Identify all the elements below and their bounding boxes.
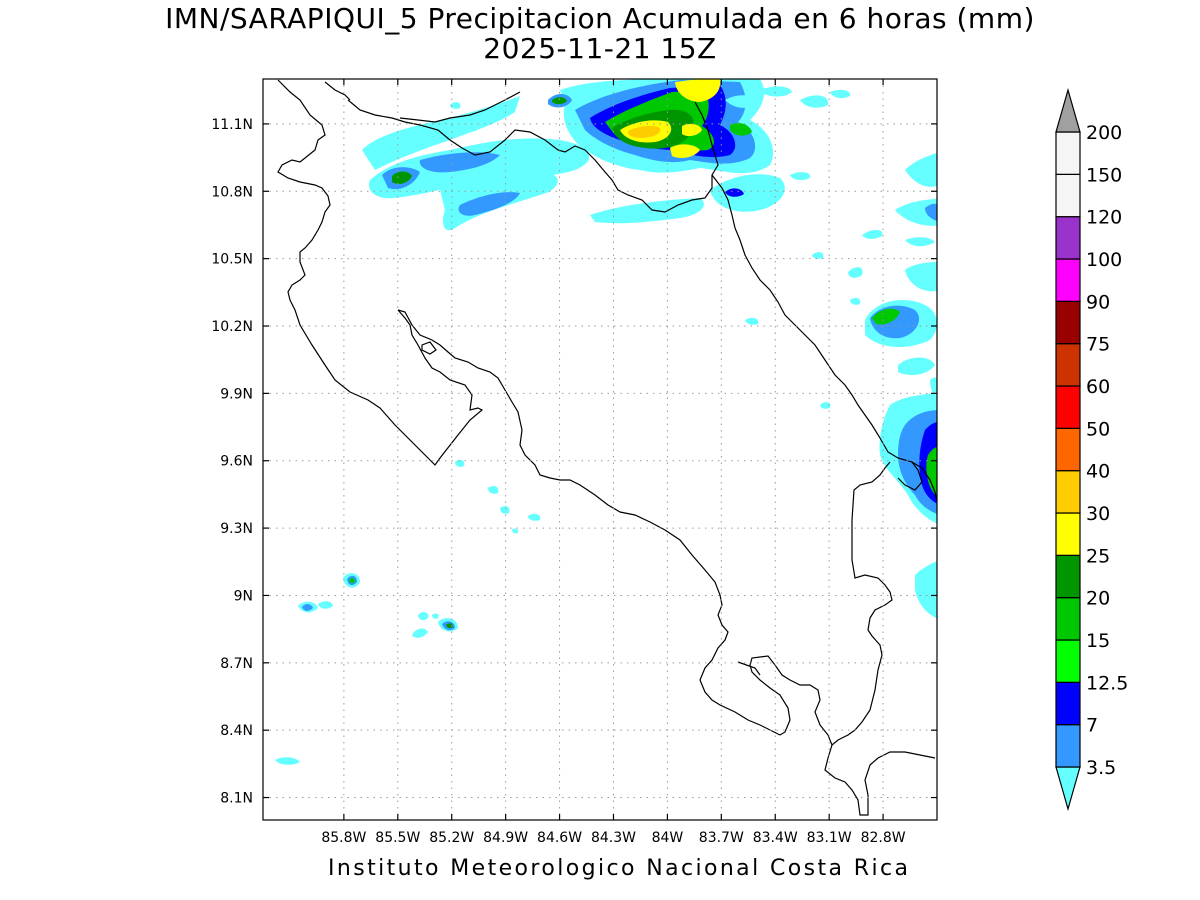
colorbar-label: 15: [1086, 630, 1110, 652]
lon-tick-label: 84.9W: [483, 830, 528, 846]
rain-cells-pacific: [275, 459, 541, 765]
colorbar-label: 60: [1086, 376, 1110, 398]
lon-tick-label: 84.3W: [591, 830, 636, 846]
lat-tick-label: 8.1N: [220, 791, 253, 807]
colorbar-swatch: [1055, 597, 1081, 641]
colorbar-label: 75: [1086, 334, 1110, 356]
lat-tick-label: 10.5N: [211, 252, 253, 268]
lat-tick-label: 9N: [234, 588, 253, 604]
colorbar-swatch: [1055, 343, 1081, 387]
colorbar-swatch: [1055, 724, 1081, 768]
lon-tick-label: 83.4W: [753, 830, 798, 846]
map-date: 2025-11-21 15Z: [483, 32, 717, 65]
colorbar-label: 20: [1086, 588, 1110, 610]
colorbar-label: 7: [1086, 715, 1098, 737]
colorbar-arrow-high: [1055, 87, 1081, 133]
lon-tick-label: 83.1W: [807, 830, 852, 846]
lon-tick-label: 85.5W: [375, 830, 420, 846]
colorbar-swatch: [1055, 216, 1081, 260]
colorbar-label: 40: [1086, 461, 1110, 483]
coastlines: [277, 79, 937, 816]
colorbar-swatch: [1055, 639, 1081, 683]
lat-tick-label: 8.7N: [220, 656, 253, 672]
plot-frame: [262, 78, 938, 821]
colorbar-swatch: [1055, 554, 1081, 599]
colorbar-swatch-top: [1055, 131, 1081, 175]
colorbar-label: 150: [1086, 164, 1122, 186]
lon-tick-label: 85.2W: [429, 830, 474, 846]
colorbar-label: 50: [1086, 418, 1110, 440]
colorbar: 3.5 7 12.5 15 20 25 30 40 50 60 75 90 100 120 150 200: [1055, 87, 1128, 812]
rain-band-north: [362, 79, 851, 231]
colorbar-swatch: [1055, 300, 1081, 345]
colorbar-label: 120: [1086, 207, 1122, 229]
rain-band-east: [745, 152, 937, 619]
lon-tick-label: 83.7W: [699, 830, 744, 846]
colorbar-label: 90: [1086, 291, 1110, 313]
colorbar-swatch: [1055, 258, 1081, 302]
colorbar-swatch: [1055, 512, 1081, 556]
footer-credit: Instituto Meteorologico Nacional Costa R…: [328, 856, 911, 881]
lon-tick-label: 84W: [652, 830, 684, 846]
lat-tick-label: 9.6N: [220, 454, 253, 470]
lat-tick-label: 9.9N: [220, 386, 253, 402]
lat-tick-label: 11.1N: [211, 117, 253, 133]
colorbar-label: 25: [1086, 545, 1110, 567]
lat-tick-label: 10.2N: [211, 319, 253, 335]
colorbar-arrow-low: [1055, 766, 1081, 812]
colorbar-label: 200: [1086, 122, 1122, 144]
colorbar-label: 3.5: [1086, 757, 1116, 779]
lon-tick-label: 82.8W: [861, 830, 906, 846]
colorbar-swatch: [1055, 470, 1081, 514]
lon-tick-label: 85.8W: [321, 830, 366, 846]
map-grid: [263, 79, 937, 820]
colorbar-swatch: [1055, 385, 1081, 429]
lon-tick-label: 84.6W: [537, 830, 582, 846]
colorbar-swatch: [1055, 427, 1081, 472]
colorbar-swatch: [1055, 173, 1081, 218]
colorbar-label: 30: [1086, 503, 1110, 525]
lat-tick-label: 9.3N: [220, 521, 253, 537]
colorbar-label: 12.5: [1086, 672, 1128, 694]
lat-tick-label: 8.4N: [220, 723, 253, 739]
colorbar-label: 100: [1086, 249, 1122, 271]
axis-ticks: 85.8W 85.5W 85.2W 84.9W 84.6W 84.3W 84W 83.7W 83…: [211, 79, 937, 846]
lat-tick-label: 10.8N: [211, 184, 253, 200]
precipitation-fields: [275, 79, 937, 765]
colorbar-swatch: [1055, 681, 1081, 726]
map-title: IMN/SARAPIQUI_5 Precipitacion Acumulada …: [165, 2, 1035, 35]
